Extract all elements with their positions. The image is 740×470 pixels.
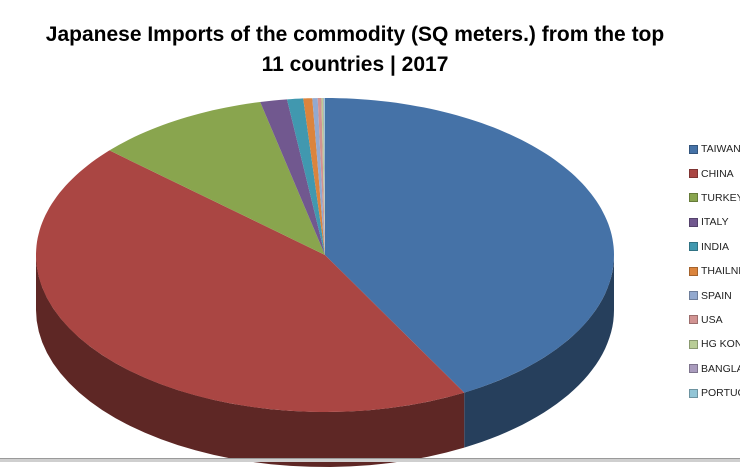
pie-side-china [36, 255, 465, 467]
pie-slice-china[interactable] [36, 150, 465, 412]
legend-label: CHINA [701, 167, 734, 180]
legend: TAIWAN CHINA TURKEY ITALY INDIA THAILND SPAIN U… [689, 137, 740, 405]
pie-slice-bangladesh[interactable] [323, 98, 325, 255]
window-bottom-edge [0, 458, 740, 462]
legend-label: HG KONG [701, 338, 740, 351]
legend-swatch [689, 315, 698, 325]
legend-swatch [689, 193, 698, 203]
pie-slice-portugal[interactable] [324, 98, 325, 255]
chart-title: Japanese Imports of the commodity (SQ me… [0, 20, 710, 80]
legend-swatch [689, 291, 698, 301]
pie-slice-spain[interactable] [312, 98, 325, 255]
legend-label: SPAIN [701, 289, 732, 302]
legend-label: BANGLADESH [701, 362, 740, 375]
pie-slice-hg-kong[interactable] [321, 98, 325, 255]
legend-item-hg-kong: HG KONG [689, 332, 740, 356]
legend-item-taiwan: TAIWAN [689, 137, 740, 161]
legend-item-bangladesh: BANGLADESH [689, 357, 740, 381]
legend-label: TAIWAN [701, 143, 740, 156]
pie-side-taiwan [464, 255, 614, 448]
legend-item-portugal: PORTUGAL [689, 381, 740, 405]
pie-slice-italy[interactable] [260, 99, 325, 256]
legend-item-china: CHINA [689, 161, 740, 185]
chart-title-line-1: Japanese Imports of the commodity (SQ me… [45, 23, 665, 46]
legend-swatch [689, 266, 698, 276]
legend-swatch [689, 388, 698, 398]
pie-slice-turkey[interactable] [109, 102, 326, 255]
chart-title-line-2: 11 countries | 2017 [261, 53, 449, 76]
legend-swatch [689, 144, 698, 154]
pie-slice-india[interactable] [287, 98, 325, 256]
pie-slice-usa[interactable] [317, 98, 325, 255]
legend-swatch [689, 364, 698, 374]
legend-item-spain: SPAIN [689, 283, 740, 307]
legend-label: THAILND [701, 265, 740, 278]
legend-label: PORTUGAL [701, 387, 740, 400]
legend-swatch [689, 242, 698, 252]
pie-slice-thailnd[interactable] [303, 98, 325, 255]
legend-label: ITALY [701, 216, 729, 229]
legend-label: USA [701, 313, 723, 326]
legend-item-italy: ITALY [689, 210, 740, 234]
legend-item-india: INDIA [689, 235, 740, 259]
legend-label: INDIA [701, 240, 730, 253]
legend-item-usa: USA [689, 308, 740, 332]
legend-label: TURKEY [701, 191, 740, 204]
legend-swatch [689, 169, 698, 179]
legend-swatch [689, 217, 698, 227]
legend-swatch [689, 339, 698, 349]
legend-item-turkey: TURKEY [689, 186, 740, 210]
pie-slice-taiwan[interactable] [325, 98, 614, 393]
legend-item-thailnd: THAILND [689, 259, 740, 283]
